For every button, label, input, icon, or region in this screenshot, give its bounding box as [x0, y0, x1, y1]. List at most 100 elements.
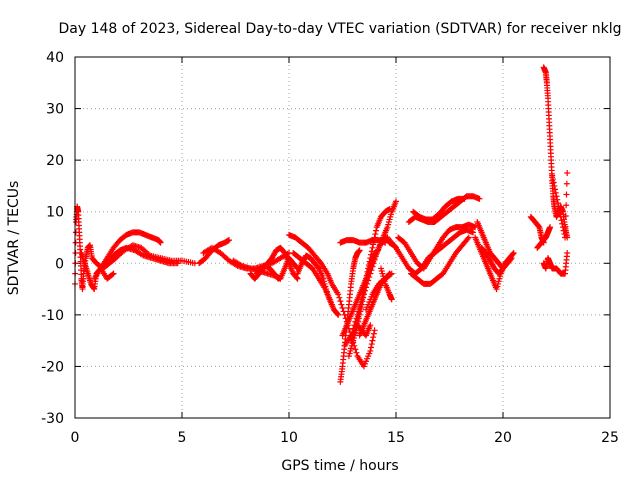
- y-tick-label: 0: [55, 256, 64, 272]
- data-point: [359, 298, 366, 305]
- data-point: [557, 210, 564, 217]
- series-arc-35: [540, 249, 571, 277]
- y-tick-label: -10: [41, 308, 64, 324]
- y-tick-label: -30: [41, 411, 64, 427]
- data-point: [317, 258, 324, 265]
- data-point: [554, 200, 561, 207]
- data-point: [358, 304, 365, 311]
- x-tick-label: 10: [280, 430, 298, 446]
- data-point: [562, 234, 569, 241]
- data-point: [335, 311, 342, 318]
- data-point: [275, 275, 282, 282]
- series-arc-27: [410, 195, 468, 223]
- data-point: [382, 239, 389, 246]
- series-arc-4: [91, 229, 164, 282]
- data-point: [358, 301, 365, 308]
- data-point: [564, 249, 571, 256]
- data-point: [356, 311, 363, 318]
- series-arc-36: [549, 170, 571, 241]
- y-tick-label: 20: [46, 153, 64, 169]
- data-point: [336, 294, 343, 301]
- data-point: [363, 277, 370, 284]
- data-point: [328, 301, 335, 308]
- data-point: [371, 327, 378, 334]
- data-point: [387, 271, 394, 278]
- data-point: [360, 291, 367, 298]
- data-point: [388, 270, 395, 277]
- data-point: [470, 229, 477, 236]
- data-point: [551, 182, 558, 189]
- data-point: [293, 274, 300, 281]
- data-markers: [72, 64, 571, 385]
- data-point: [372, 231, 379, 238]
- series-arc-30: [474, 219, 515, 272]
- data-point: [465, 234, 472, 241]
- series-arc-28: [407, 234, 472, 287]
- data-point: [334, 310, 341, 317]
- data-point: [371, 249, 378, 256]
- data-point: [558, 217, 565, 224]
- data-point: [373, 227, 380, 234]
- data-point: [562, 213, 569, 220]
- x-tick-label: 0: [71, 430, 80, 446]
- data-point: [368, 344, 375, 351]
- data-point: [369, 337, 376, 344]
- y-tick-label: 40: [46, 50, 64, 66]
- data-point: [509, 250, 516, 257]
- data-point: [337, 298, 344, 305]
- series-arc-11: [286, 231, 378, 370]
- x-tick-label: 15: [387, 430, 405, 446]
- data-point: [547, 224, 554, 231]
- series-arc-20: [354, 322, 374, 339]
- y-tick-label: -20: [41, 359, 64, 375]
- plot-frame: [74, 56, 611, 419]
- data-point: [366, 263, 373, 270]
- data-point: [506, 257, 513, 264]
- data-point: [557, 213, 564, 220]
- x-tick-label: 25: [601, 430, 619, 446]
- x-tick-labels: 0 5 10 15 20 25: [71, 430, 619, 446]
- data-point: [274, 274, 281, 281]
- y-axis-title: SDTVAR / TECUs: [6, 181, 22, 296]
- data-point: [461, 195, 468, 202]
- data-point: [157, 239, 164, 246]
- x-tick-label: 20: [494, 430, 512, 446]
- series-arc-23: [378, 265, 395, 303]
- data-point: [561, 231, 568, 238]
- series-arc-22: [337, 237, 389, 246]
- series-arc-25: [395, 221, 479, 272]
- data-point: [174, 260, 181, 267]
- data-point: [364, 274, 371, 281]
- data-point: [556, 206, 563, 213]
- data-point: [369, 244, 376, 251]
- data-point: [563, 180, 570, 187]
- data-point: [476, 195, 483, 202]
- data-point: [386, 206, 393, 213]
- data-point: [563, 202, 570, 209]
- data-point: [365, 267, 372, 274]
- data-point: [356, 247, 363, 254]
- data-point: [294, 275, 301, 282]
- data-point: [505, 258, 512, 265]
- series-arc-33: [534, 224, 554, 251]
- series-arc-13: [294, 252, 335, 308]
- series-arc-10: [253, 262, 282, 282]
- data-point: [339, 304, 346, 311]
- data-point: [338, 301, 345, 308]
- data-point: [559, 220, 566, 227]
- series-arc-31: [478, 244, 513, 277]
- data-point: [555, 203, 562, 210]
- data-point: [550, 179, 557, 186]
- data-point: [370, 334, 377, 341]
- data-point: [367, 322, 374, 329]
- data-point: [388, 296, 395, 303]
- data-point: [367, 347, 374, 354]
- data-point: [564, 170, 571, 177]
- data-point: [352, 346, 359, 353]
- data-point: [549, 172, 556, 179]
- y-tick-labels: -30 -20 -10 0 10 20 30 40: [41, 50, 64, 427]
- data-point: [393, 198, 399, 205]
- series-arc-18: [345, 249, 378, 360]
